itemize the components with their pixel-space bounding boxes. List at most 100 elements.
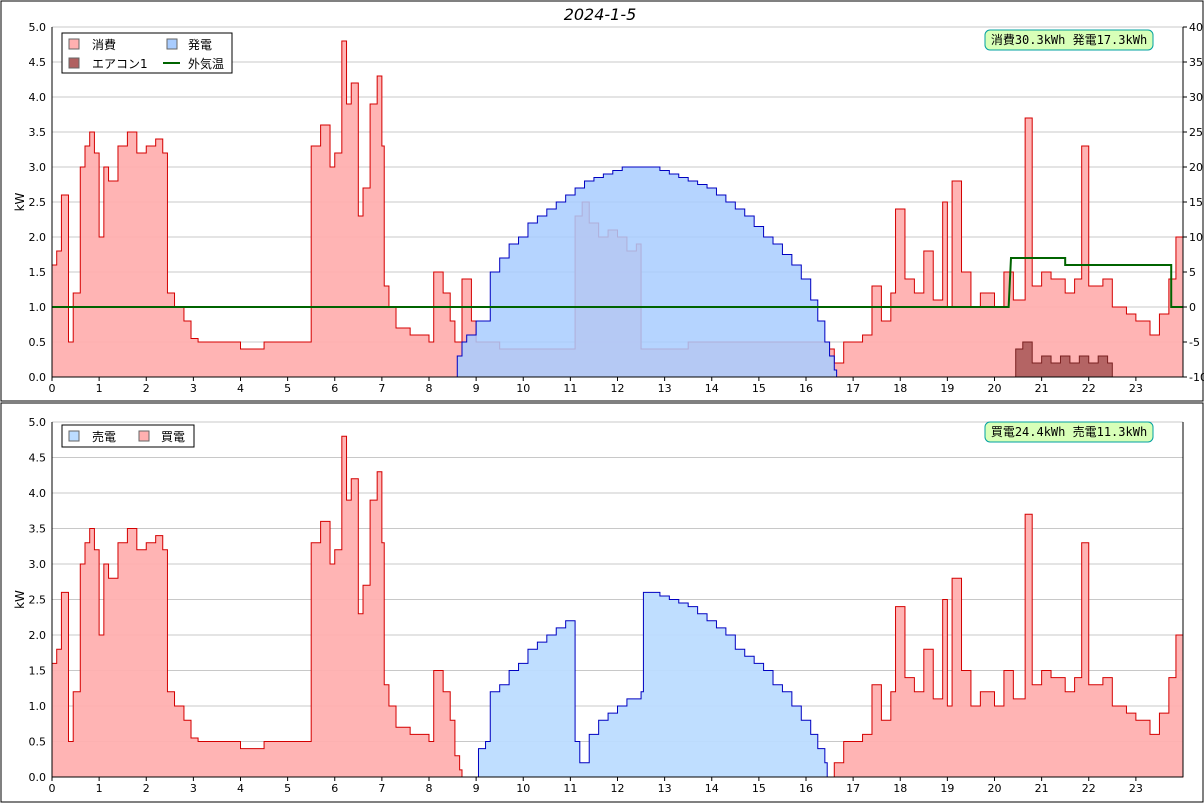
legend-swatch-aircon <box>68 57 80 69</box>
x-tick-label: 11 <box>563 782 577 795</box>
x-tick-label: 11 <box>563 382 577 395</box>
x-tick-label: 21 <box>1035 382 1049 395</box>
x-tick-label: 6 <box>331 382 338 395</box>
x-tick-label: 22 <box>1082 382 1096 395</box>
x-tick-label: 12 <box>611 382 625 395</box>
x-tick-label: 9 <box>473 782 480 795</box>
bottom-legend: 売電 買電 <box>61 424 195 448</box>
legend-swatch-buy <box>138 430 150 442</box>
x-tick-label: 6 <box>331 782 338 795</box>
x-tick-label: 3 <box>190 782 197 795</box>
y-tick-label: 4.0 <box>29 487 47 500</box>
y2-tick-label: 20 <box>1189 161 1203 174</box>
x-tick-label: 18 <box>893 382 907 395</box>
x-tick-label: 5 <box>284 382 291 395</box>
x-tick-label: 4 <box>237 782 244 795</box>
x-tick-label: 14 <box>705 382 719 395</box>
x-tick-label: 21 <box>1035 782 1049 795</box>
x-tick-label: 1 <box>96 782 103 795</box>
x-tick-label: 3 <box>190 382 197 395</box>
y-tick-label: 3.0 <box>29 558 47 571</box>
x-tick-label: 2 <box>143 382 150 395</box>
x-tick-label: 10 <box>516 382 530 395</box>
x-tick-label: 8 <box>426 782 433 795</box>
y-tick-label: 1.5 <box>29 665 47 678</box>
y-tick-label: 5.0 <box>29 21 47 34</box>
legend-label-outdoor-temp: 外気温 <box>188 56 224 71</box>
top-summary-text: 消費30.3kWh 発電17.3kWh <box>991 32 1147 47</box>
x-tick-label: 1 <box>96 382 103 395</box>
y-axis-label: kW <box>13 192 27 211</box>
y2-tick-label: 5 <box>1189 266 1196 279</box>
x-tick-label: 23 <box>1129 782 1143 795</box>
x-tick-label: 20 <box>988 782 1002 795</box>
x-tick-label: 15 <box>752 382 766 395</box>
x-tick-label: 22 <box>1082 782 1096 795</box>
x-tick-label: 8 <box>426 382 433 395</box>
legend-swatch-sell <box>68 430 80 442</box>
x-tick-label: 15 <box>752 782 766 795</box>
x-tick-label: 4 <box>237 382 244 395</box>
top-legend: 消費 発電 エアコン1 外気温 <box>61 32 233 74</box>
top-summary-badge: 消費30.3kWh 発電17.3kWh <box>984 29 1154 51</box>
x-tick-label: 17 <box>846 782 860 795</box>
y-tick-label: 1.0 <box>29 700 47 713</box>
legend-label-generation: 発電 <box>188 38 212 52</box>
y-tick-label: 3.5 <box>29 523 47 536</box>
y-tick-label: 2.5 <box>29 594 47 607</box>
legend-label-aircon: エアコン1 <box>92 57 148 71</box>
y-tick-label: 3.5 <box>29 126 47 139</box>
y-tick-label: 3.0 <box>29 161 47 174</box>
legend-swatch-generation <box>166 38 178 50</box>
legend-label-sell: 売電 <box>92 429 116 444</box>
legend-label-consumption: 消費 <box>92 37 116 52</box>
y-tick-label: 0.0 <box>29 371 47 384</box>
y-tick-label: 0.0 <box>29 771 47 784</box>
y-tick-label: 1.5 <box>29 266 47 279</box>
series-area-consumption <box>51 435 1184 778</box>
bottom-summary-text: 買電24.4kWh 売電11.3kWh <box>991 424 1147 439</box>
chart-title: 2024-1-5 <box>564 5 637 24</box>
x-tick-label: 13 <box>658 382 672 395</box>
x-tick-label: 18 <box>893 782 907 795</box>
y-tick-label: 4.0 <box>29 91 47 104</box>
series-area-generation <box>454 166 838 378</box>
y-tick-label: 1.0 <box>29 301 47 314</box>
series-line-outdoor-temp <box>52 257 1183 308</box>
x-tick-label: 17 <box>846 382 860 395</box>
x-tick-label: 9 <box>473 382 480 395</box>
y2-tick-label: -10 <box>1189 371 1204 384</box>
y2-tick-label: 30 <box>1189 91 1203 104</box>
x-tick-label: 16 <box>799 382 813 395</box>
y-axis-label: kW <box>13 590 27 609</box>
x-tick-label: 14 <box>705 782 719 795</box>
y-tick-label: 5.0 <box>29 416 47 429</box>
legend-label-buy: 買電 <box>161 430 185 444</box>
x-tick-label: 5 <box>284 782 291 795</box>
x-tick-label: 0 <box>49 382 56 395</box>
x-tick-label: 13 <box>658 782 672 795</box>
y2-tick-label: -5 <box>1189 336 1200 349</box>
x-tick-label: 20 <box>988 382 1002 395</box>
x-tick-label: 19 <box>940 782 954 795</box>
y-tick-label: 4.5 <box>29 56 47 69</box>
y2-tick-label: 35 <box>1189 56 1203 69</box>
series-area-aircon <box>1013 341 1113 378</box>
x-tick-label: 19 <box>940 382 954 395</box>
x-tick-label: 23 <box>1129 382 1143 395</box>
y-tick-label: 0.5 <box>29 736 47 749</box>
legend-swatch-consumption <box>68 38 80 50</box>
x-tick-label: 0 <box>49 782 56 795</box>
x-tick-label: 16 <box>799 782 813 795</box>
x-tick-label: 2 <box>143 782 150 795</box>
series-area-sell <box>476 591 828 778</box>
y2-tick-label: 25 <box>1189 126 1203 139</box>
y2-tick-label: 40 <box>1189 21 1203 34</box>
y2-tick-label: 0 <box>1189 301 1196 314</box>
y-tick-label: 0.5 <box>29 336 47 349</box>
x-tick-label: 7 <box>378 382 385 395</box>
